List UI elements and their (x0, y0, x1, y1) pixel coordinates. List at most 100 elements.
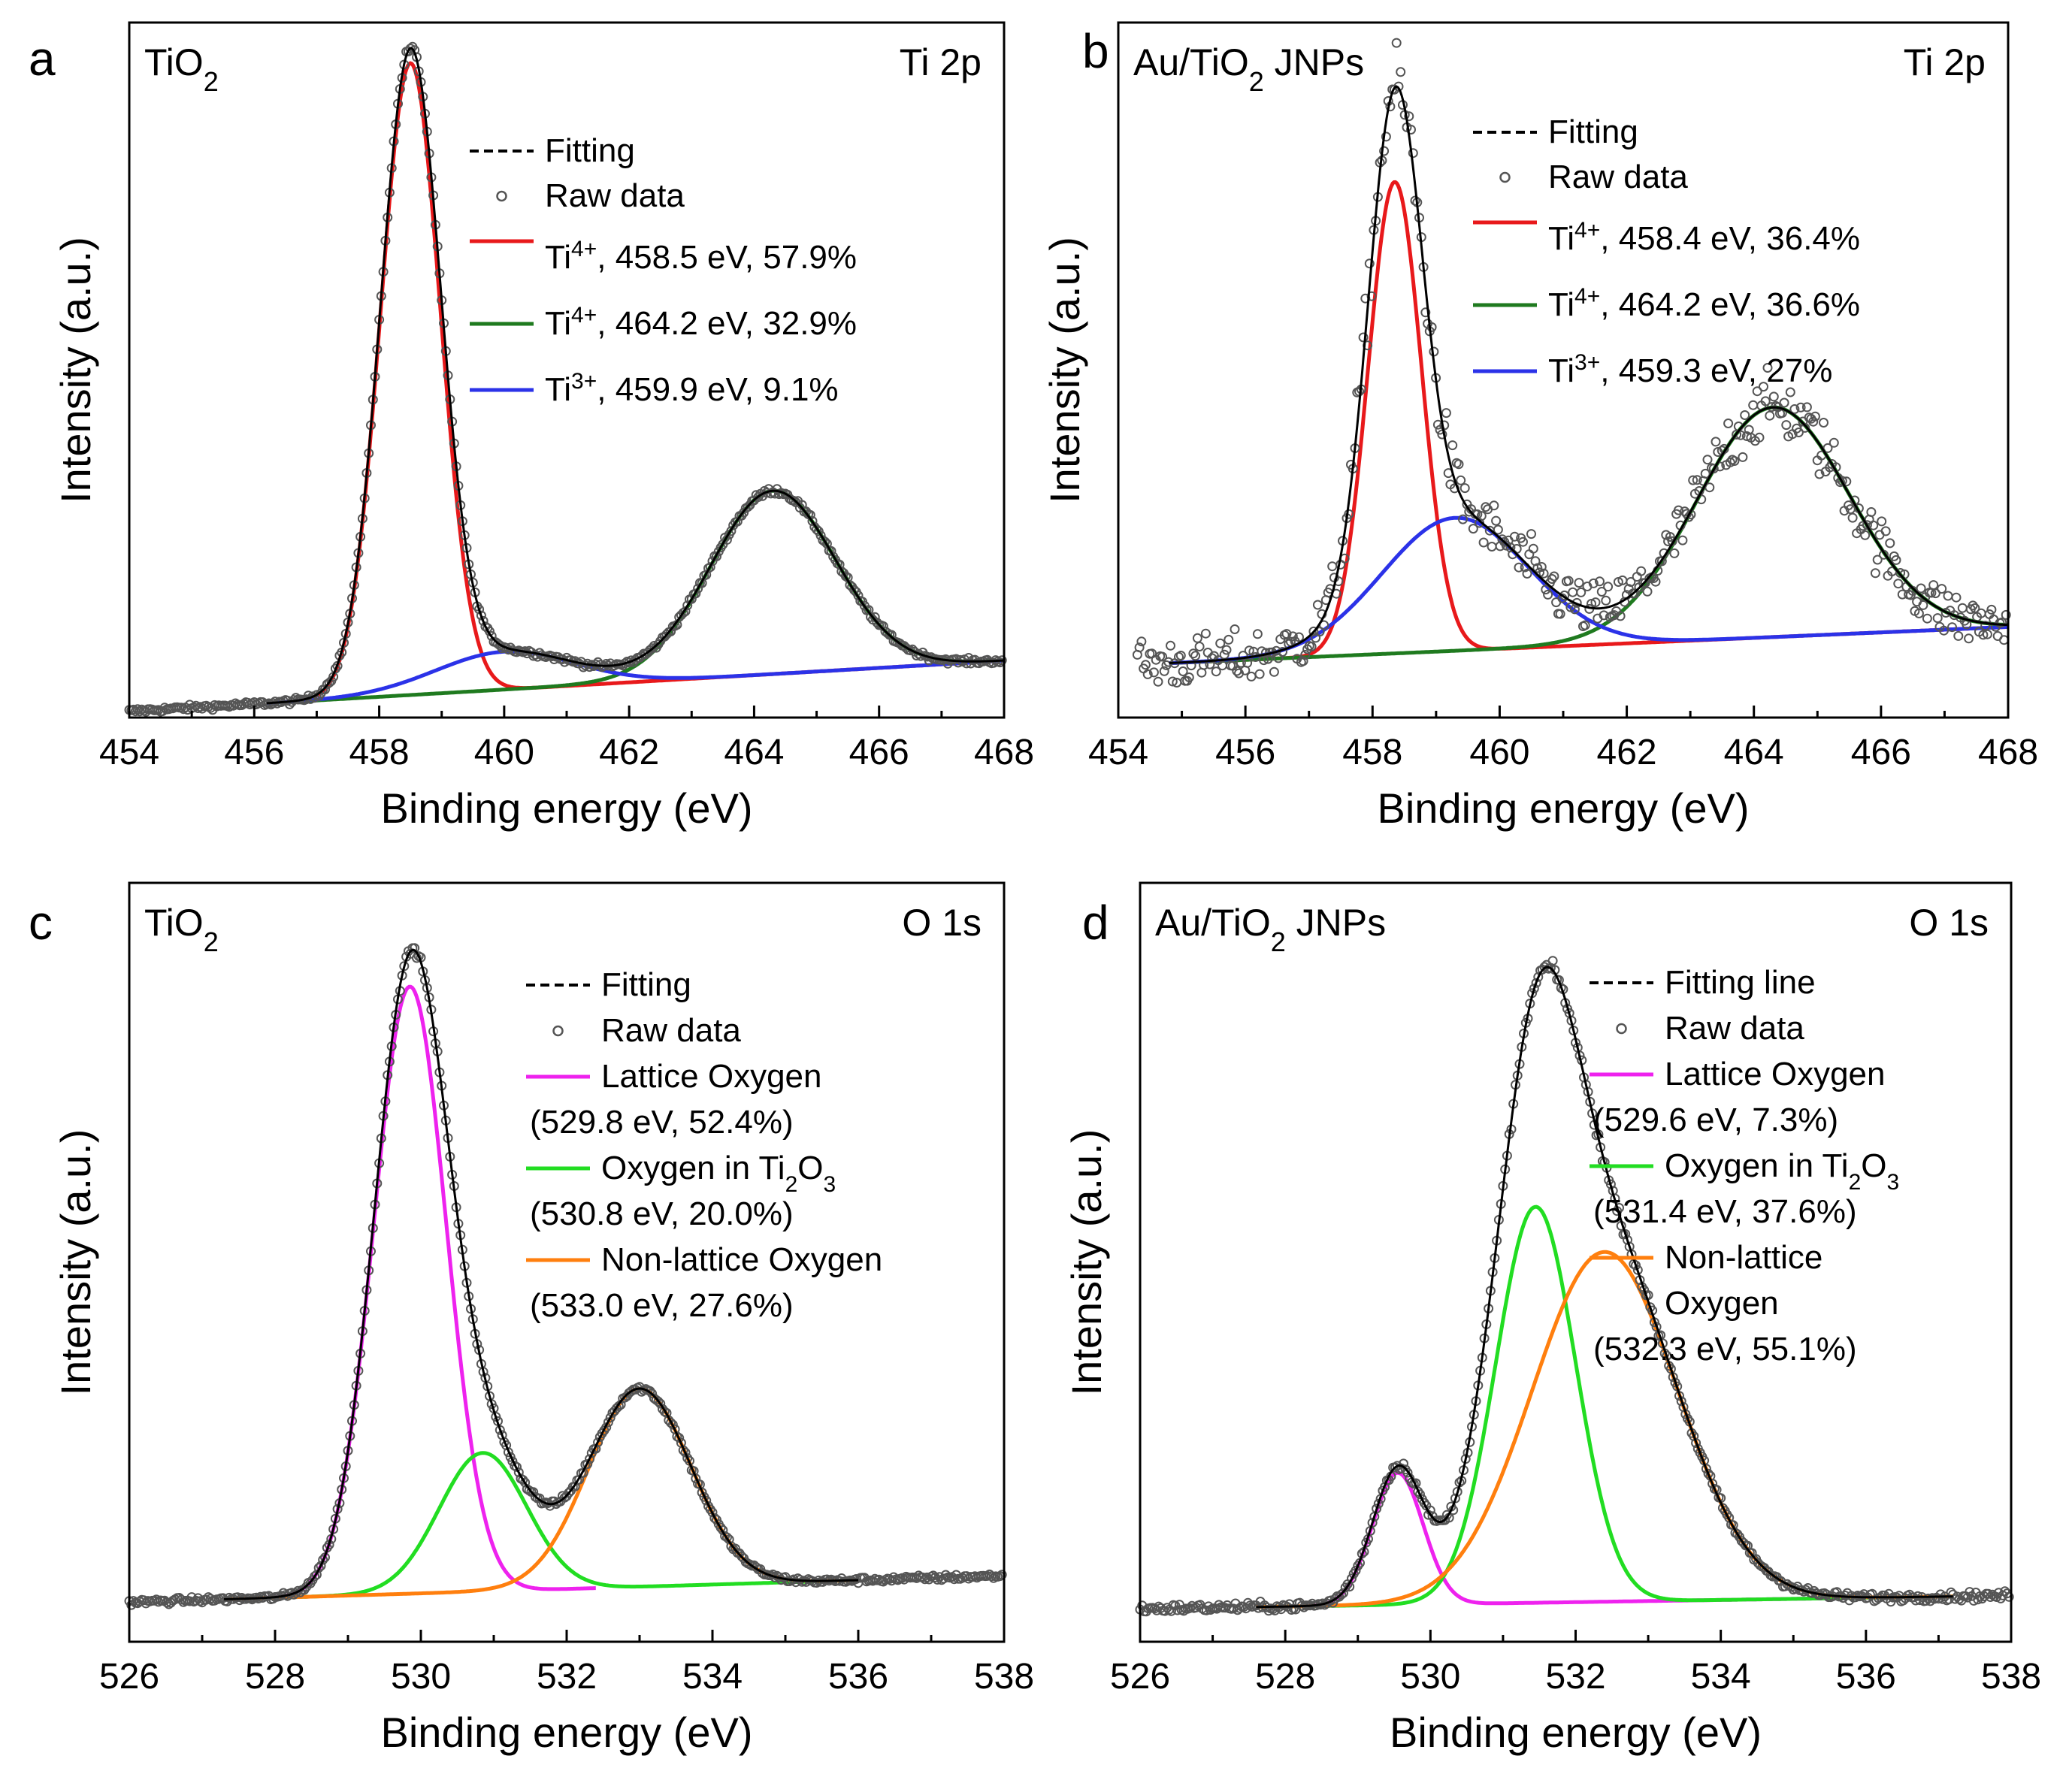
raw-data-point (1269, 666, 1279, 677)
raw-data-point (1729, 456, 1740, 466)
region-label: O 1s (902, 902, 982, 944)
raw-data-point (1408, 148, 1418, 159)
raw-data-point (1590, 597, 1601, 608)
legend-peak-label: Ti4+, 458.5 eV, 57.9% (545, 237, 857, 277)
raw-data-point (1874, 530, 1885, 540)
raw-data-point (1580, 620, 1590, 630)
raw-data-point (1364, 258, 1375, 269)
region-label: O 1s (1909, 902, 1989, 944)
x-tick-label: 462 (1597, 733, 1657, 772)
raw-data-point (1872, 555, 1883, 565)
region-label: Ti 2p (900, 41, 982, 83)
legend-peak-detail: (529.8 eV, 52.4%) (530, 1104, 794, 1141)
raw-data-point (1620, 1228, 1631, 1239)
raw-data-point (1238, 651, 1248, 661)
x-tick-label: 538 (1981, 1657, 2041, 1697)
legend: Fitting line Raw data Lattice Oxygen (529.6… (1590, 964, 1899, 1368)
x-tick-label: 468 (1978, 733, 2038, 772)
raw-data-point (1978, 630, 1989, 640)
raw-data-point (1447, 440, 1458, 451)
raw-data-point (1489, 500, 1499, 511)
raw-data-point (1968, 600, 1978, 611)
x-tick-label: 464 (724, 733, 784, 772)
raw-data-point (1885, 538, 1895, 549)
raw-data-point (1402, 1467, 1413, 1478)
raw-data-point (1703, 1468, 1714, 1479)
raw-data-point (1140, 660, 1151, 670)
x-axis-title: Binding energy (eV) (1378, 784, 1750, 832)
raw-data-point (1547, 574, 1557, 584)
legend-fit-label: Fitting line (1665, 964, 1816, 1001)
raw-data-point (2001, 609, 2011, 620)
raw-data-point (1536, 562, 1547, 572)
raw-data-point (1754, 432, 1765, 443)
x-tick-label: 454 (1088, 733, 1148, 772)
raw-data-point (691, 588, 701, 599)
y-axis-title: Intensity (a.u.) (1041, 237, 1088, 503)
raw-data-point (1178, 666, 1188, 676)
raw-data-point (932, 1574, 942, 1585)
raw-data-point (1298, 656, 1308, 666)
raw-data-point (1458, 514, 1468, 524)
raw-data-point (162, 1597, 172, 1608)
legend-raw-label: Raw data (545, 177, 685, 214)
raw-data-point (1563, 576, 1574, 586)
raw-data-point (1569, 604, 1580, 615)
raw-data-point (1964, 633, 1974, 644)
xps-panel-c: 526 528 530 532 534 536 538 Binding energy (eV)… (52, 881, 1034, 1756)
fitting-curve (1169, 85, 2009, 664)
x-tick-label: 526 (99, 1657, 159, 1697)
raw-data-point (1287, 631, 1298, 642)
raw-data-point (1134, 642, 1145, 653)
raw-data-point (1215, 638, 1226, 648)
raw-data-point (1524, 549, 1535, 560)
raw-data-point (1533, 972, 1544, 982)
raw-data-point (1997, 617, 2007, 627)
raw-data-point (518, 1475, 528, 1485)
raw-data-point (1487, 542, 1497, 552)
raw-data-point (1708, 464, 1719, 474)
raw-data-point (1312, 600, 1323, 610)
fitting-curve (224, 948, 859, 1600)
raw-data-point (812, 1578, 822, 1588)
raw-data-point (1491, 515, 1502, 526)
raw-data-point (1509, 531, 1520, 542)
raw-data-point (1837, 476, 1847, 486)
raw-data-point (1148, 667, 1159, 678)
legend: Fitting Raw data Lattice Oxygen (529.8 eV, … (526, 966, 882, 1324)
component-curve-3 (1169, 515, 2009, 665)
raw-data-point (1230, 624, 1240, 634)
legend-peak-detail: (529.6 eV, 7.3%) (1593, 1102, 1838, 1138)
raw-data-point (1916, 583, 1926, 594)
raw-data-point (1366, 291, 1377, 301)
raw-data-point (1822, 443, 1833, 453)
legend-peak-label: Ti3+, 459.3 eV, 27% (1548, 350, 1832, 390)
panel-letter-b: b (1082, 24, 1109, 78)
raw-data-point (1254, 669, 1265, 679)
raw-data-point (1336, 1589, 1347, 1600)
raw-data-point (1252, 629, 1263, 639)
raw-data-point (820, 536, 830, 547)
raw-data-point (1526, 529, 1536, 539)
raw-data-point (1953, 630, 1964, 641)
x-tick-label: 458 (349, 733, 410, 772)
raw-data-point (721, 1532, 732, 1543)
raw-data-point (1190, 651, 1201, 661)
raw-data-point (1410, 195, 1420, 206)
raw-data-point (1950, 1594, 1960, 1604)
x-tick-label: 468 (974, 733, 1034, 772)
raw-data-point (712, 552, 721, 561)
raw-data-point (410, 943, 420, 953)
x-tick-label: 532 (537, 1657, 597, 1697)
x-tick-label: 536 (828, 1657, 888, 1697)
raw-data-point (1246, 671, 1257, 681)
panel-letter-a: a (29, 32, 56, 86)
raw-data-point (585, 662, 594, 672)
legend-peak-label: Ti4+, 458.4 eV, 36.4% (1548, 218, 1860, 258)
raw-data-point (1224, 634, 1234, 645)
raw-data-point (1518, 536, 1528, 547)
legend-fit-label: Fitting (601, 966, 691, 1003)
raw-data-point (1870, 568, 1880, 579)
raw-data-point (834, 559, 845, 570)
